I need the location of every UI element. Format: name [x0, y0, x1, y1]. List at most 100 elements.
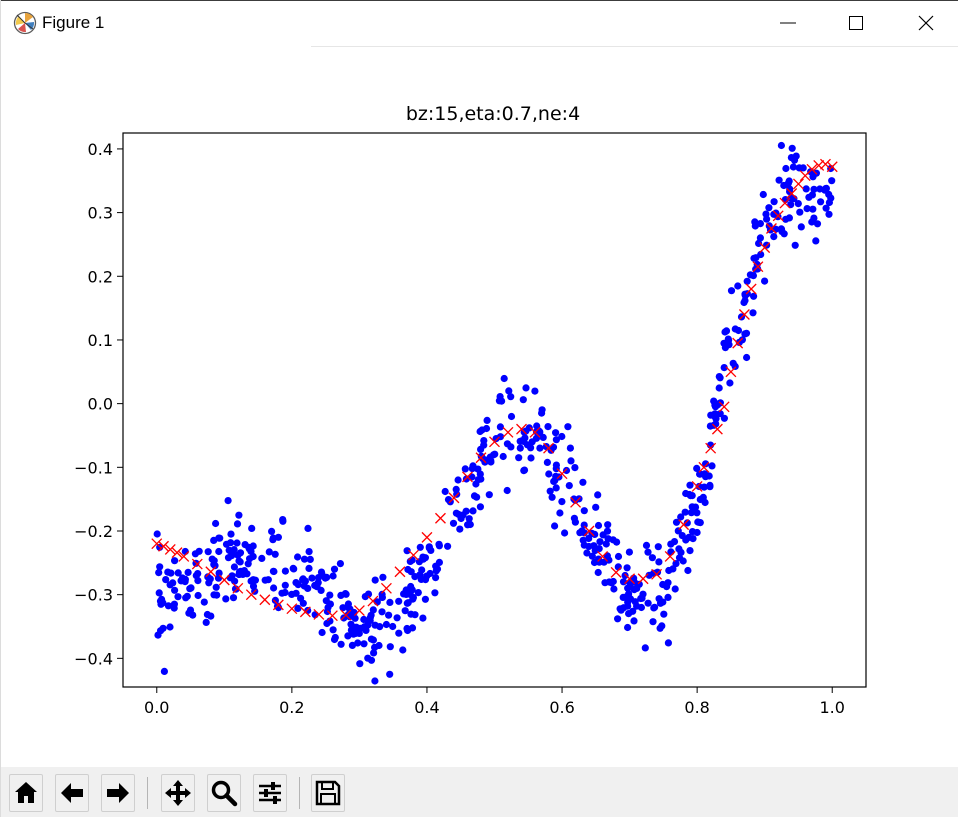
minimize-button[interactable]	[753, 0, 823, 46]
observed-point	[376, 623, 384, 631]
observed-point	[552, 429, 560, 437]
observed-point	[551, 522, 559, 530]
observed-point	[594, 555, 603, 563]
observed-point	[274, 533, 282, 541]
observed-point	[515, 454, 523, 462]
observed-point	[777, 141, 786, 150]
observed-point	[478, 426, 486, 434]
observed-point	[304, 524, 312, 532]
fitted-point	[792, 178, 804, 190]
plot-canvas[interactable]: bz:15,eta:0.7,ne:4 0.0 0.2 0.4 0.6 0.8 1.0 −0…	[1, 47, 958, 767]
window-title: Figure 1	[42, 13, 105, 32]
observed-point	[300, 555, 309, 563]
observed-point	[621, 571, 629, 580]
observed-point	[407, 610, 415, 618]
observed-point	[592, 503, 600, 511]
observed-point	[796, 208, 804, 216]
pan-button[interactable]	[161, 774, 195, 812]
observed-point	[224, 554, 233, 562]
save-button[interactable]	[311, 774, 345, 812]
observed-point	[650, 604, 658, 612]
observed-point	[726, 379, 734, 387]
observed-point	[778, 228, 786, 236]
observed-point	[222, 595, 230, 603]
observed-point	[716, 410, 724, 418]
observed-point	[378, 590, 386, 599]
observed-point	[808, 218, 816, 226]
x-tick-label: 0.0	[144, 698, 169, 717]
observed-point	[655, 595, 663, 603]
observed-point	[249, 542, 257, 550]
fitted-point	[340, 609, 352, 621]
observed-point	[155, 589, 163, 597]
observed-point	[204, 573, 212, 581]
fitted-point	[772, 210, 784, 222]
observed-point	[379, 573, 387, 581]
observed-point	[294, 581, 302, 589]
observed-point	[664, 579, 672, 587]
observed-point	[170, 600, 178, 608]
fitted-point	[421, 531, 433, 543]
observed-point	[367, 635, 375, 643]
observed-point	[519, 396, 527, 404]
fitted-point	[171, 547, 183, 559]
maximize-button[interactable]	[821, 0, 891, 46]
fitted-point	[151, 538, 163, 550]
close-button[interactable]	[891, 0, 958, 46]
scatter-series-observed	[153, 141, 836, 685]
observed-point	[765, 204, 773, 212]
fitted-point	[394, 566, 406, 578]
observed-point	[174, 569, 182, 577]
configure-subplots-button[interactable]	[253, 774, 287, 812]
observed-point	[418, 566, 426, 574]
observed-point	[672, 518, 681, 526]
observed-point	[552, 461, 561, 469]
observed-point	[210, 557, 218, 565]
observed-point	[691, 503, 700, 511]
observed-point	[671, 585, 679, 593]
observed-point	[594, 491, 602, 499]
title-bar[interactable]: Figure 1	[1, 0, 958, 47]
observed-point	[755, 239, 763, 247]
observed-point	[408, 586, 416, 594]
title-bar-top-border	[1, 0, 958, 1]
observed-point	[549, 443, 558, 451]
fitted-point	[205, 566, 217, 578]
forward-button[interactable]	[101, 774, 135, 812]
maximize-icon	[849, 16, 863, 30]
observed-point	[742, 329, 751, 337]
observed-point	[326, 591, 334, 599]
observed-point	[194, 591, 202, 600]
back-button[interactable]	[55, 774, 89, 812]
observed-point	[664, 593, 672, 602]
observed-point	[469, 462, 477, 470]
zoom-button[interactable]	[207, 774, 241, 812]
observed-point	[672, 560, 680, 568]
observed-point	[294, 604, 302, 613]
observed-point	[669, 565, 677, 573]
observed-point	[225, 546, 233, 554]
observed-point	[183, 592, 191, 600]
fitted-point	[570, 496, 582, 508]
observed-point	[545, 470, 553, 478]
observed-point	[770, 233, 778, 241]
observed-point	[775, 176, 783, 184]
observed-point	[281, 567, 289, 575]
fitted-point	[286, 603, 298, 615]
observed-point	[588, 552, 596, 560]
fitted-point	[678, 519, 690, 531]
observed-point	[204, 548, 212, 556]
observed-point	[720, 364, 728, 372]
observed-point	[693, 464, 701, 472]
observed-point	[500, 374, 508, 383]
observed-point	[743, 277, 751, 285]
observed-point	[465, 515, 473, 523]
observed-point	[596, 538, 604, 546]
home-button[interactable]	[9, 774, 43, 812]
observed-point	[499, 452, 507, 461]
observed-point	[210, 591, 218, 599]
observed-point	[347, 620, 355, 628]
fitted-point	[705, 442, 717, 454]
observed-point	[485, 491, 493, 499]
observed-point	[409, 595, 417, 603]
